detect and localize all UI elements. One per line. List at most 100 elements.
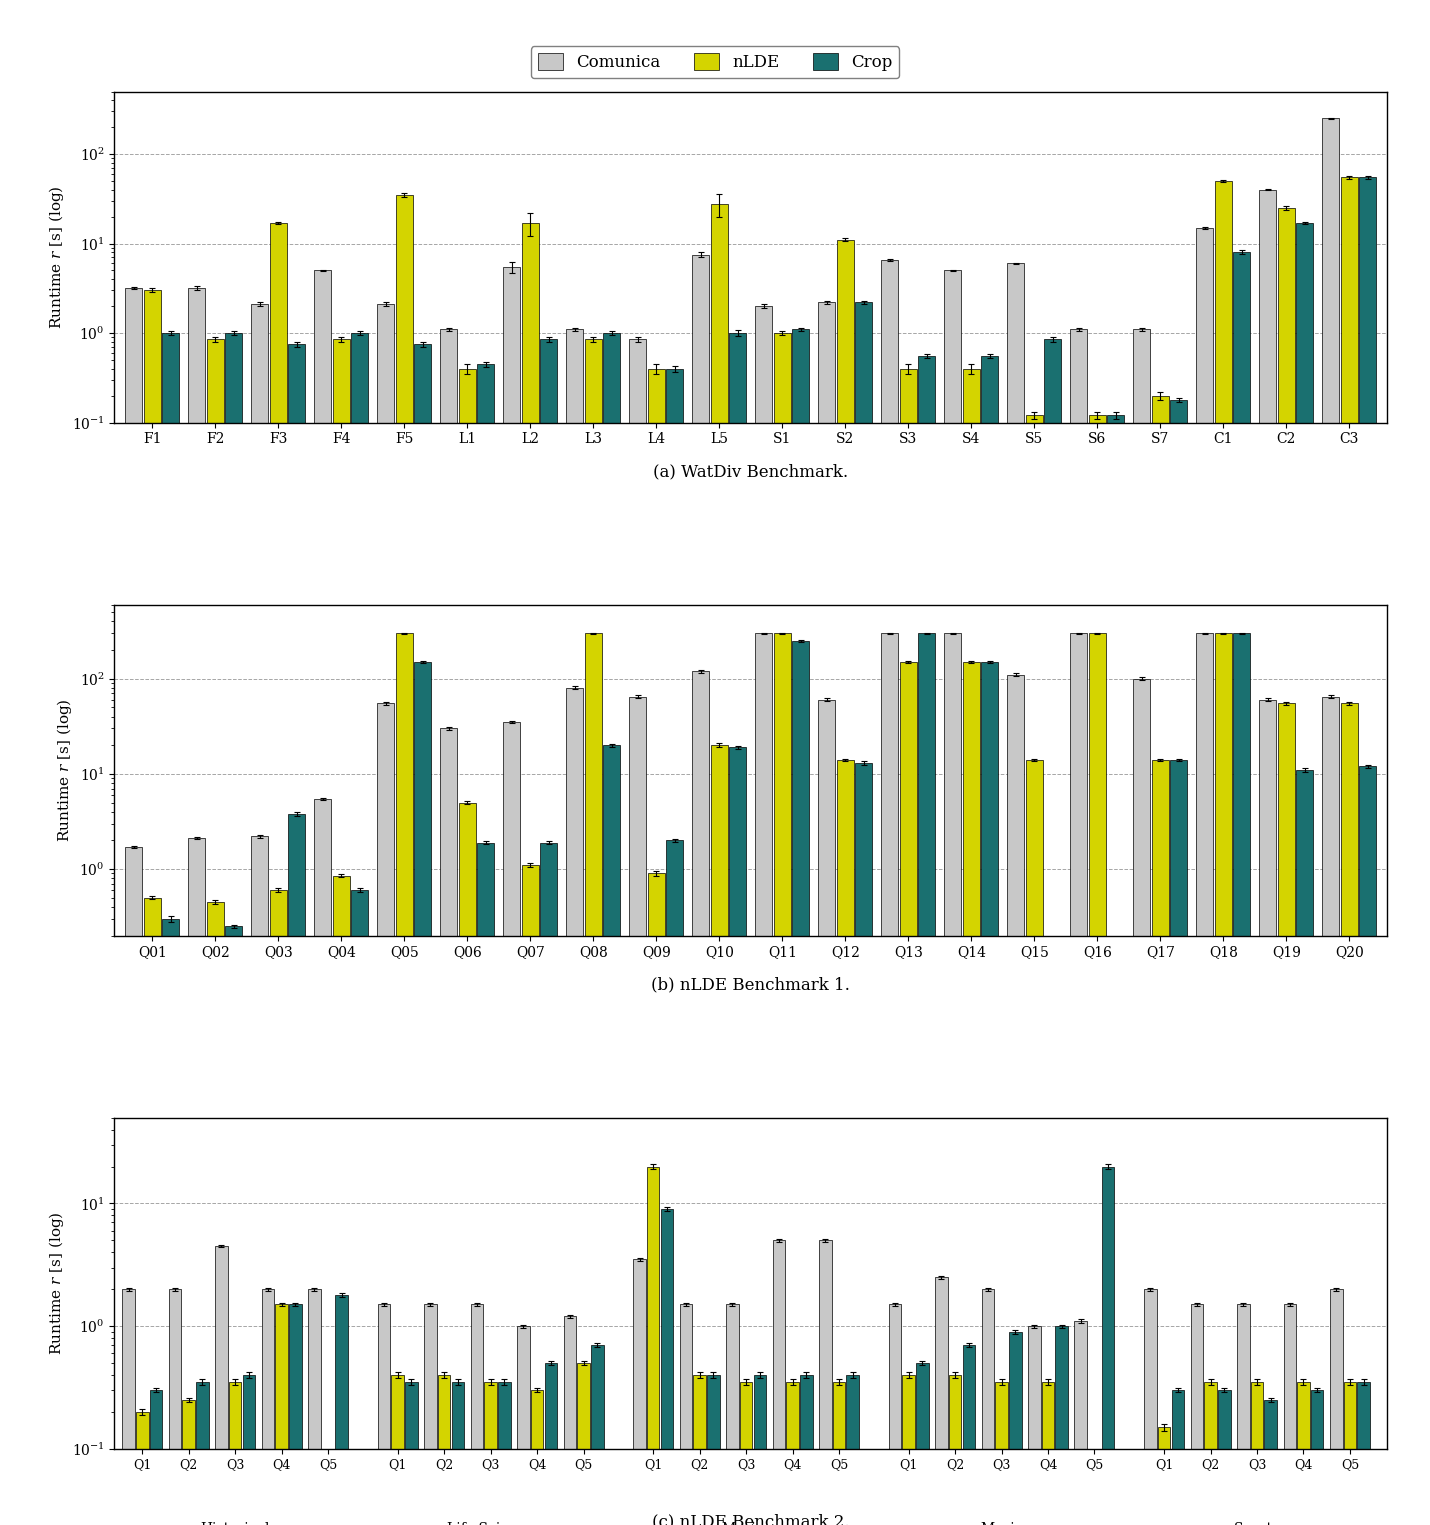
Bar	[981, 1289, 994, 1525]
Bar	[661, 1209, 674, 1525]
Bar	[378, 1304, 390, 1525]
Bar	[1341, 703, 1358, 1525]
Y-axis label: Runtime $r$ [s] (log): Runtime $r$ [s] (log)	[54, 698, 74, 842]
Bar	[692, 255, 709, 1525]
Bar	[136, 1412, 149, 1525]
Bar	[1088, 633, 1105, 1525]
Bar	[143, 898, 160, 1525]
Bar	[336, 1295, 347, 1525]
Bar	[888, 1304, 901, 1525]
Bar	[1133, 329, 1150, 1525]
Bar	[918, 633, 935, 1525]
Bar	[566, 688, 583, 1525]
Bar	[792, 329, 809, 1525]
Bar	[1278, 207, 1294, 1525]
Text: Historical: Historical	[200, 1522, 270, 1525]
Bar	[774, 633, 791, 1525]
X-axis label: (c) nLDE Benchmark 2.: (c) nLDE Benchmark 2.	[652, 1513, 849, 1525]
Bar	[1233, 252, 1250, 1525]
Bar	[1044, 340, 1061, 1525]
Bar	[396, 195, 413, 1525]
Bar	[352, 332, 369, 1525]
Bar	[729, 332, 746, 1525]
Bar	[899, 369, 917, 1525]
Bar	[755, 307, 772, 1525]
Bar	[726, 1304, 739, 1525]
Bar	[226, 332, 242, 1525]
Bar	[1278, 703, 1294, 1525]
Bar	[1007, 264, 1024, 1525]
Text: Sports: Sports	[1234, 1522, 1280, 1525]
Bar	[729, 747, 746, 1525]
Bar	[1357, 1382, 1370, 1525]
Bar	[252, 303, 269, 1525]
Bar	[648, 874, 665, 1525]
Bar	[1055, 1327, 1068, 1525]
Bar	[1195, 227, 1213, 1525]
Bar	[1195, 633, 1213, 1525]
Bar	[1088, 415, 1105, 1525]
Bar	[935, 1278, 948, 1525]
Bar	[143, 290, 160, 1525]
Bar	[666, 840, 684, 1525]
Bar	[1264, 1400, 1277, 1525]
Bar	[855, 762, 872, 1525]
Bar	[1251, 1382, 1263, 1525]
Bar	[1260, 189, 1276, 1525]
Bar	[289, 345, 305, 1525]
Bar	[881, 633, 898, 1525]
Bar	[1233, 633, 1250, 1525]
Bar	[1297, 770, 1313, 1525]
Bar	[270, 891, 287, 1525]
Bar	[711, 746, 728, 1525]
Bar	[1107, 415, 1124, 1525]
Bar	[1204, 1382, 1217, 1525]
Bar	[739, 1382, 752, 1525]
Bar	[378, 703, 395, 1525]
Bar	[470, 1304, 483, 1525]
Bar	[276, 1304, 287, 1525]
Text: Movies: Movies	[721, 1522, 771, 1525]
Bar	[1218, 1391, 1231, 1525]
Bar	[818, 302, 835, 1525]
Bar	[498, 1382, 511, 1525]
Bar	[440, 329, 458, 1525]
Bar	[214, 1246, 227, 1525]
Bar	[603, 332, 621, 1525]
Bar	[207, 903, 223, 1525]
Bar	[459, 369, 476, 1525]
Bar	[950, 1376, 961, 1525]
Bar	[315, 270, 332, 1525]
Bar	[881, 261, 898, 1525]
Bar	[315, 799, 332, 1525]
Bar	[307, 1289, 320, 1525]
Bar	[591, 1345, 603, 1525]
Bar	[1025, 759, 1042, 1525]
Bar	[196, 1382, 209, 1525]
Bar	[648, 369, 665, 1525]
Bar	[962, 369, 980, 1525]
Bar	[522, 865, 539, 1525]
Legend: Comunica, nLDE, Crop: Comunica, nLDE, Crop	[531, 46, 899, 78]
Bar	[578, 1363, 589, 1525]
X-axis label: (b) nLDE Benchmark 1.: (b) nLDE Benchmark 1.	[651, 976, 851, 993]
Bar	[333, 340, 350, 1525]
Bar	[243, 1376, 255, 1525]
Bar	[1311, 1391, 1323, 1525]
Bar	[1170, 400, 1187, 1525]
Bar	[1144, 1289, 1157, 1525]
Bar	[1360, 767, 1377, 1525]
Bar	[440, 729, 458, 1525]
Bar	[522, 223, 539, 1525]
Bar	[585, 633, 602, 1525]
Bar	[1360, 177, 1377, 1525]
Bar	[711, 203, 728, 1525]
Bar	[415, 662, 432, 1525]
Bar	[545, 1363, 558, 1525]
Y-axis label: Runtime $r$ [s] (log): Runtime $r$ [s] (log)	[47, 1211, 66, 1356]
Bar	[405, 1382, 418, 1525]
Bar	[229, 1382, 242, 1525]
Bar	[226, 926, 242, 1525]
Bar	[289, 1304, 302, 1525]
Bar	[917, 1363, 928, 1525]
